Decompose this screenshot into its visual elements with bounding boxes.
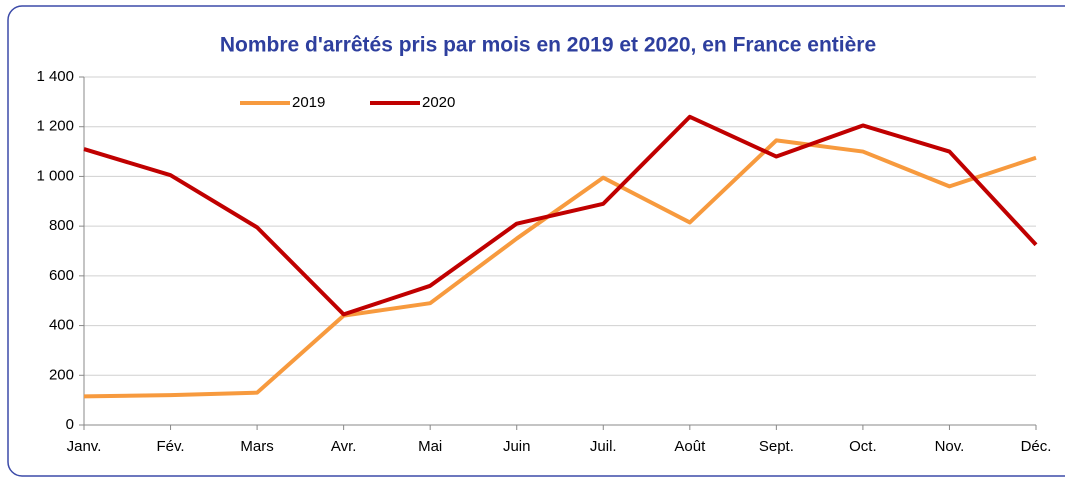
x-tick-label: Juin — [503, 438, 531, 455]
chart-title: Nombre d'arrêtés pris par mois en 2019 e… — [220, 34, 876, 57]
y-tick-label: 1 000 — [36, 167, 74, 184]
x-tick-label: Mai — [418, 438, 442, 455]
x-tick-label: Janv. — [67, 438, 102, 455]
x-tick-label: Nov. — [935, 438, 965, 455]
y-tick-label: 1 400 — [36, 68, 74, 85]
x-tick-label: Fév. — [157, 438, 185, 455]
y-tick-label: 800 — [49, 217, 74, 234]
y-tick-label: 0 — [66, 416, 74, 433]
x-tick-label: Avr. — [331, 438, 357, 455]
x-tick-label: Juil. — [590, 438, 617, 455]
legend-label: 2020 — [422, 94, 455, 111]
series-line — [83, 114, 1038, 317]
frame — [7, 5, 1065, 477]
series-line — [83, 138, 1037, 399]
x-tick-label: Août — [674, 438, 706, 455]
x-tick-label: Sept. — [759, 438, 794, 455]
x-tick-label: Oct. — [849, 438, 877, 455]
y-tick-label: 200 — [49, 366, 74, 383]
x-tick-label: Déc. — [1021, 438, 1052, 455]
legend-label: 2019 — [292, 94, 325, 111]
y-tick-label: 600 — [49, 267, 74, 284]
x-tick-label: Mars — [240, 438, 273, 455]
y-tick-label: 400 — [49, 317, 74, 334]
y-tick-label: 1 200 — [36, 118, 74, 135]
